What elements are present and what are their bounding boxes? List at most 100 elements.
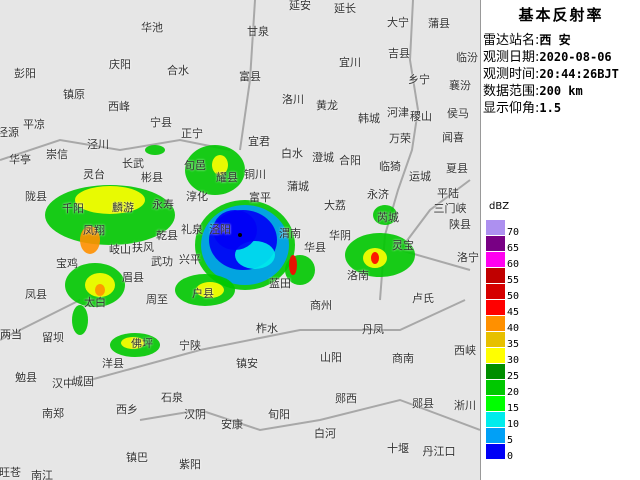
radar-echo bbox=[371, 252, 379, 264]
place-label: 旬邑 bbox=[184, 159, 206, 172]
place-label: 城固 bbox=[72, 375, 94, 388]
info-label: 观测日期: bbox=[483, 50, 540, 65]
legend-value: 35 bbox=[507, 339, 520, 350]
place-label: 稷山 bbox=[410, 110, 432, 123]
place-label: 正宁 bbox=[181, 127, 203, 140]
province-border bbox=[89, 299, 466, 381]
place-label: 临汾 bbox=[456, 51, 478, 64]
place-label: 洛南 bbox=[347, 269, 369, 282]
place-label: 蒲县 bbox=[428, 17, 450, 30]
place-label: 安康 bbox=[221, 418, 243, 431]
radar-echo bbox=[75, 186, 145, 214]
legend-value: 25 bbox=[507, 371, 520, 382]
place-label: 洛宁 bbox=[457, 251, 479, 264]
info-line: 观测时间:20:44:26BJT bbox=[483, 63, 619, 82]
legend-swatch bbox=[486, 412, 505, 427]
product-title: 基本反射率 bbox=[518, 6, 604, 24]
radar-echo bbox=[289, 255, 297, 275]
legend-swatch bbox=[486, 428, 505, 443]
place-label: 三门峡 bbox=[433, 202, 467, 215]
place-label: 大荔 bbox=[324, 199, 346, 212]
place-label: 白水 bbox=[281, 147, 303, 160]
place-label: 灵台 bbox=[83, 168, 105, 181]
place-label: 武功 bbox=[151, 255, 173, 268]
info-label: 观测时间: bbox=[483, 67, 540, 82]
legend-value: 50 bbox=[507, 291, 520, 302]
radar-echo bbox=[373, 205, 397, 225]
place-label: 黄龙 bbox=[316, 99, 338, 112]
legend-value: 5 bbox=[507, 435, 514, 446]
place-label: 十堰 bbox=[387, 442, 409, 455]
place-label: 汉中 bbox=[52, 377, 74, 390]
place-label: 运城 bbox=[409, 170, 431, 183]
place-label: 华县 bbox=[304, 241, 326, 254]
legend-value: 55 bbox=[507, 275, 520, 286]
legend-swatch bbox=[486, 300, 505, 315]
place-label: 华池 bbox=[141, 21, 163, 34]
place-label: 礼泉 bbox=[181, 223, 203, 236]
place-label: 镇安 bbox=[236, 357, 258, 370]
radar-echo bbox=[80, 226, 100, 254]
place-label: 宜川 bbox=[339, 56, 361, 69]
place-label: 凤县 bbox=[25, 288, 47, 301]
place-label: 襄汾 bbox=[449, 79, 471, 92]
place-label: 夏县 bbox=[446, 162, 468, 175]
place-label: 华阴 bbox=[329, 229, 351, 242]
place-label: 大宁 bbox=[387, 16, 409, 29]
place-label: 吉县 bbox=[388, 47, 410, 60]
place-label: 洋县 bbox=[102, 357, 124, 370]
legend-swatch bbox=[486, 220, 505, 235]
radar-echo bbox=[212, 155, 228, 175]
place-label: 长武 bbox=[122, 157, 144, 170]
radar-site-marker bbox=[238, 233, 242, 237]
place-label: 山阳 bbox=[320, 351, 342, 364]
legend-swatch bbox=[486, 444, 505, 459]
info-panel: 基本反射率 雷达站名:西 安观测日期:2020-08-06 观测时间:20:44:… bbox=[480, 0, 640, 480]
radar-echo bbox=[213, 210, 257, 250]
place-label: 永寿 bbox=[152, 198, 174, 211]
place-label: 岐山 bbox=[109, 243, 131, 256]
place-label: 西峡 bbox=[454, 344, 476, 357]
province-border bbox=[398, 179, 471, 271]
place-label: 富县 bbox=[239, 70, 261, 83]
place-label: 河津 bbox=[387, 106, 409, 119]
place-label: 崇信 bbox=[46, 148, 68, 161]
radar-map[interactable]: 延安 延长 甘泉 大宁 蒲县 吉县 临汾 宜川 富县 乡宁 襄汾 洛川 黄龙 韩城 河津 稷山 侯马 宜君 万荣 闻喜… bbox=[0, 0, 480, 480]
place-label: 铜川 bbox=[244, 168, 266, 181]
place-label: 灵宝 bbox=[392, 239, 414, 252]
place-label: 镇巴 bbox=[126, 451, 148, 464]
legend-swatch bbox=[486, 268, 505, 283]
info-value: 20:44:26BJT bbox=[539, 67, 619, 81]
place-label: 商南 bbox=[392, 352, 414, 365]
place-label: 富平 bbox=[249, 191, 271, 204]
place-label: 石泉 bbox=[161, 391, 183, 404]
place-label: 眉县 bbox=[122, 271, 144, 284]
place-label: 彬县 bbox=[141, 171, 163, 184]
place-label: 平凉 bbox=[23, 118, 45, 131]
place-label: 平陆 bbox=[437, 187, 459, 200]
legend-value: 40 bbox=[507, 323, 520, 334]
info-line: 显示仰角:1.5 bbox=[483, 97, 561, 116]
legend-value: 70 bbox=[507, 227, 520, 238]
place-label: 南郑 bbox=[42, 407, 64, 420]
place-label: 耀县 bbox=[216, 171, 238, 184]
legend-swatch bbox=[486, 364, 505, 379]
place-label: 渭南 bbox=[279, 227, 301, 240]
place-label: 兴平 bbox=[179, 253, 201, 266]
place-label: 彭阳 bbox=[14, 67, 36, 80]
legend-swatch bbox=[486, 236, 505, 251]
info-label: 雷达站名: bbox=[483, 33, 540, 48]
place-label: 蓝田 bbox=[269, 277, 291, 290]
place-label: 太白 bbox=[84, 296, 106, 309]
legend-unit: dBZ bbox=[489, 201, 510, 212]
place-label: 侯马 bbox=[447, 107, 469, 120]
place-label: 澄城 bbox=[312, 151, 334, 164]
legend-swatch bbox=[486, 284, 505, 299]
place-label: 紫阳 bbox=[179, 458, 201, 471]
place-label: 扶风 bbox=[132, 241, 154, 254]
legend-value: 30 bbox=[507, 355, 520, 366]
place-label: 万荣 bbox=[389, 132, 411, 145]
place-label: 芮城 bbox=[377, 211, 399, 224]
radar-echo bbox=[235, 241, 275, 269]
place-label: 麟游 bbox=[112, 201, 134, 214]
